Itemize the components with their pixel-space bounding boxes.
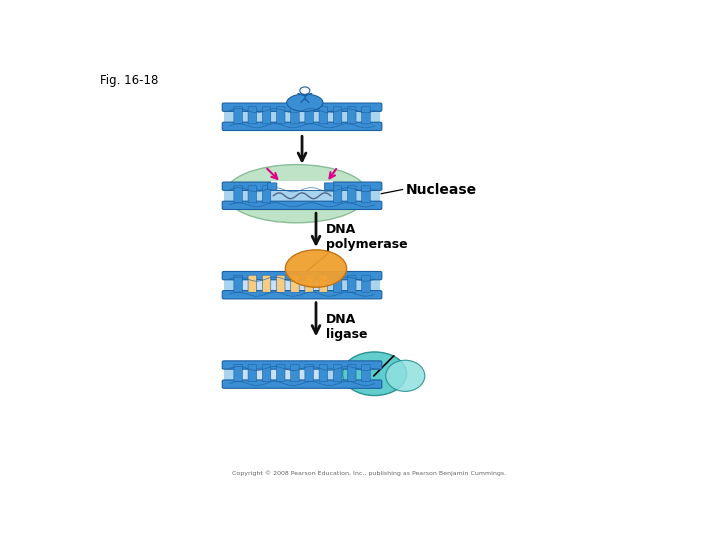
FancyBboxPatch shape bbox=[319, 275, 328, 292]
FancyBboxPatch shape bbox=[262, 364, 271, 382]
Bar bbox=[224, 368, 380, 384]
FancyBboxPatch shape bbox=[348, 364, 356, 382]
FancyBboxPatch shape bbox=[333, 186, 342, 203]
FancyBboxPatch shape bbox=[305, 107, 313, 124]
FancyBboxPatch shape bbox=[248, 275, 256, 292]
FancyBboxPatch shape bbox=[222, 380, 382, 388]
FancyBboxPatch shape bbox=[333, 107, 342, 124]
FancyBboxPatch shape bbox=[319, 107, 328, 124]
FancyBboxPatch shape bbox=[248, 186, 256, 203]
FancyBboxPatch shape bbox=[361, 364, 370, 382]
Bar bbox=[238, 279, 323, 292]
FancyBboxPatch shape bbox=[248, 364, 256, 382]
Text: DNA
ligase: DNA ligase bbox=[326, 313, 367, 341]
FancyBboxPatch shape bbox=[276, 275, 285, 292]
Bar bbox=[224, 279, 380, 295]
FancyBboxPatch shape bbox=[234, 275, 243, 292]
FancyBboxPatch shape bbox=[222, 103, 382, 111]
FancyBboxPatch shape bbox=[262, 186, 271, 203]
FancyBboxPatch shape bbox=[267, 183, 277, 190]
Text: Nuclease: Nuclease bbox=[405, 183, 477, 197]
Ellipse shape bbox=[285, 250, 347, 287]
FancyBboxPatch shape bbox=[333, 275, 342, 292]
FancyBboxPatch shape bbox=[361, 186, 370, 203]
FancyBboxPatch shape bbox=[234, 186, 243, 203]
FancyBboxPatch shape bbox=[348, 186, 356, 203]
Text: Fig. 16-18: Fig. 16-18 bbox=[100, 74, 158, 87]
FancyBboxPatch shape bbox=[291, 107, 300, 124]
FancyBboxPatch shape bbox=[348, 275, 356, 292]
FancyBboxPatch shape bbox=[222, 272, 382, 280]
FancyBboxPatch shape bbox=[234, 107, 243, 124]
FancyBboxPatch shape bbox=[234, 364, 243, 382]
Bar bbox=[271, 181, 333, 190]
FancyBboxPatch shape bbox=[305, 364, 313, 382]
FancyBboxPatch shape bbox=[248, 107, 256, 124]
FancyBboxPatch shape bbox=[324, 183, 334, 190]
FancyBboxPatch shape bbox=[222, 182, 382, 191]
FancyBboxPatch shape bbox=[319, 364, 328, 382]
Ellipse shape bbox=[343, 352, 407, 396]
Bar bbox=[224, 110, 380, 126]
FancyBboxPatch shape bbox=[276, 364, 285, 382]
FancyBboxPatch shape bbox=[222, 201, 382, 210]
Ellipse shape bbox=[287, 94, 323, 111]
FancyBboxPatch shape bbox=[361, 275, 370, 292]
Ellipse shape bbox=[225, 165, 368, 223]
FancyBboxPatch shape bbox=[361, 107, 370, 124]
Ellipse shape bbox=[386, 360, 425, 392]
FancyBboxPatch shape bbox=[291, 364, 300, 382]
Bar bbox=[224, 189, 380, 205]
FancyBboxPatch shape bbox=[305, 275, 313, 292]
FancyBboxPatch shape bbox=[262, 275, 271, 292]
FancyBboxPatch shape bbox=[333, 364, 342, 382]
FancyBboxPatch shape bbox=[222, 291, 382, 299]
Text: Copyright © 2008 Pearson Education, Inc., publishing as Pearson Benjamin Cumming: Copyright © 2008 Pearson Education, Inc.… bbox=[232, 471, 506, 476]
FancyBboxPatch shape bbox=[291, 275, 300, 292]
FancyBboxPatch shape bbox=[222, 361, 382, 369]
FancyBboxPatch shape bbox=[348, 107, 356, 124]
FancyBboxPatch shape bbox=[222, 122, 382, 131]
Bar bbox=[238, 368, 323, 381]
Text: DNA
polymerase: DNA polymerase bbox=[326, 224, 408, 251]
FancyBboxPatch shape bbox=[262, 107, 271, 124]
FancyBboxPatch shape bbox=[276, 107, 285, 124]
Circle shape bbox=[300, 87, 310, 94]
